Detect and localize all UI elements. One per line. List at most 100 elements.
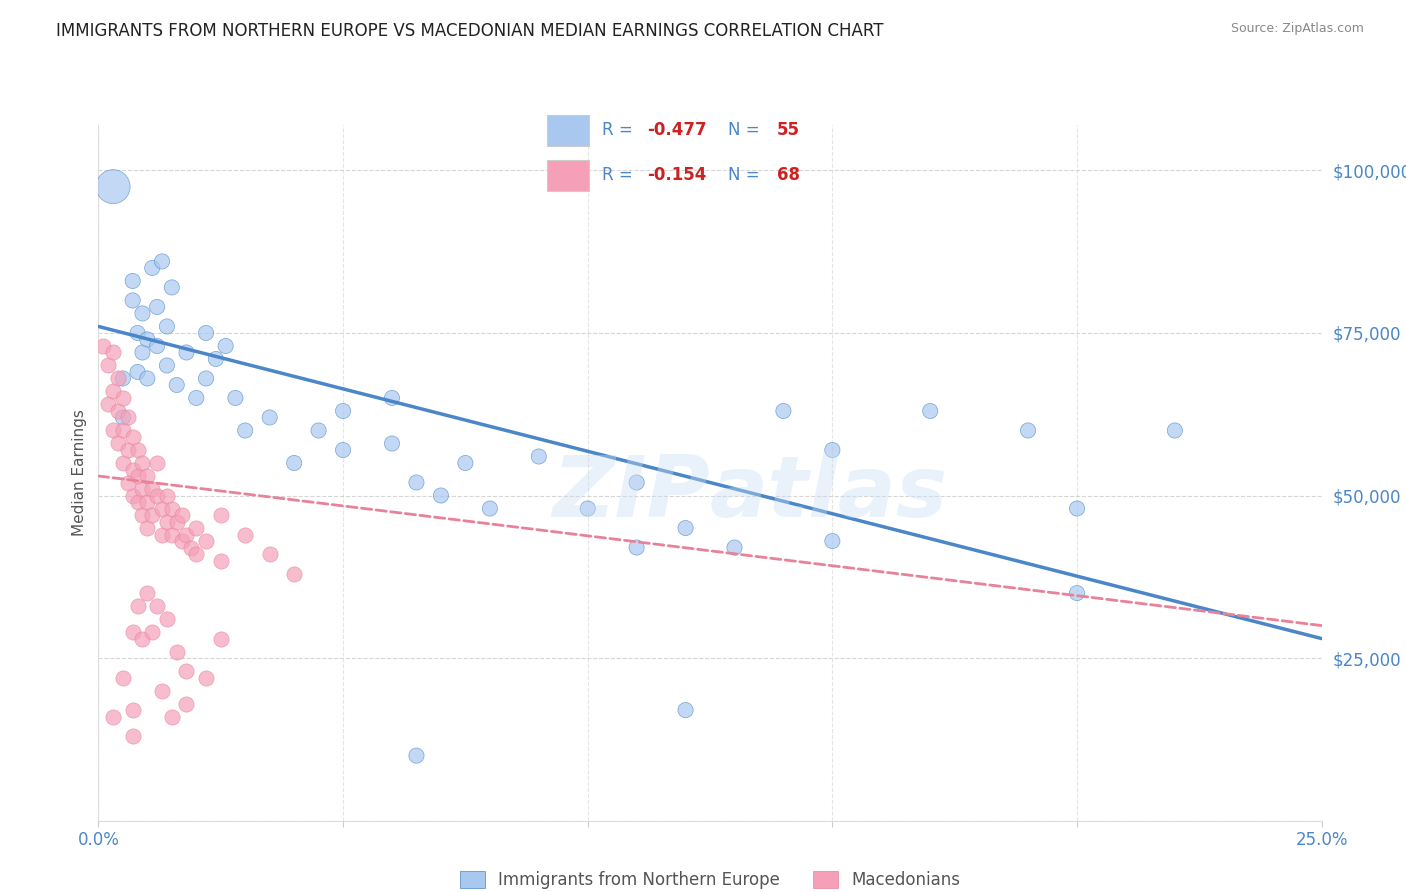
Point — [195, 326, 218, 340]
Point — [405, 475, 427, 490]
Point — [146, 599, 169, 613]
Point — [626, 475, 648, 490]
Point — [121, 274, 143, 288]
Point — [127, 495, 149, 509]
Point — [150, 683, 173, 698]
Text: 55: 55 — [776, 121, 800, 139]
Point — [111, 371, 134, 385]
Point — [121, 430, 143, 444]
Point — [209, 632, 232, 646]
Point — [121, 625, 143, 640]
Point — [166, 644, 188, 658]
Text: 68: 68 — [776, 167, 800, 185]
Point — [224, 391, 246, 405]
Text: N =: N = — [728, 167, 765, 185]
Point — [97, 397, 120, 411]
Point — [136, 371, 159, 385]
Point — [332, 442, 354, 457]
Point — [176, 527, 198, 541]
Point — [136, 521, 159, 535]
Point — [166, 378, 188, 392]
Point — [723, 541, 745, 555]
Point — [146, 339, 169, 353]
Point — [131, 632, 153, 646]
Text: ZIP: ZIP — [553, 452, 710, 535]
Text: Source: ZipAtlas.com: Source: ZipAtlas.com — [1230, 22, 1364, 36]
Point — [233, 527, 256, 541]
Point — [101, 179, 124, 194]
Point — [176, 345, 198, 359]
Point — [675, 521, 697, 535]
Point — [332, 404, 354, 418]
Point — [156, 612, 179, 626]
Point — [186, 521, 208, 535]
Point — [195, 671, 218, 685]
Point — [259, 547, 281, 561]
Y-axis label: Median Earnings: Median Earnings — [72, 409, 87, 536]
Point — [381, 436, 404, 450]
Point — [107, 436, 129, 450]
Point — [1164, 424, 1187, 438]
Point — [381, 391, 404, 405]
Point — [107, 371, 129, 385]
Point — [131, 508, 153, 522]
Point — [160, 709, 183, 723]
Point — [283, 456, 305, 470]
Point — [141, 482, 163, 496]
Point — [146, 489, 169, 503]
Point — [136, 586, 159, 600]
Point — [121, 462, 143, 476]
Point — [117, 410, 139, 425]
Point — [146, 300, 169, 314]
Text: -0.154: -0.154 — [647, 167, 707, 185]
Point — [136, 469, 159, 483]
Point — [176, 697, 198, 711]
Point — [111, 671, 134, 685]
Point — [478, 501, 501, 516]
Point — [186, 547, 208, 561]
Point — [127, 469, 149, 483]
Point — [160, 280, 183, 294]
Point — [91, 339, 114, 353]
Point — [195, 534, 218, 549]
Point — [675, 703, 697, 717]
Point — [121, 293, 143, 308]
Point — [454, 456, 477, 470]
Text: atlas: atlas — [710, 452, 948, 535]
Point — [156, 319, 179, 334]
Point — [117, 442, 139, 457]
Point — [160, 501, 183, 516]
Point — [111, 424, 134, 438]
Point — [156, 489, 179, 503]
Point — [283, 566, 305, 581]
Point — [821, 534, 844, 549]
Text: IMMIGRANTS FROM NORTHERN EUROPE VS MACEDONIAN MEDIAN EARNINGS CORRELATION CHART: IMMIGRANTS FROM NORTHERN EUROPE VS MACED… — [56, 22, 884, 40]
Text: N =: N = — [728, 121, 765, 139]
Point — [156, 359, 179, 373]
Point — [1017, 424, 1039, 438]
Text: R =: R = — [602, 121, 638, 139]
Point — [626, 541, 648, 555]
Point — [141, 508, 163, 522]
Point — [170, 534, 193, 549]
Point — [920, 404, 942, 418]
Point — [117, 475, 139, 490]
Point — [1066, 501, 1088, 516]
Point — [430, 489, 453, 503]
Point — [308, 424, 330, 438]
Point — [209, 508, 232, 522]
Point — [111, 456, 134, 470]
Point — [821, 442, 844, 457]
Point — [146, 456, 169, 470]
Point — [156, 515, 179, 529]
Point — [121, 489, 143, 503]
Point — [131, 306, 153, 320]
Point — [195, 371, 218, 385]
Point — [141, 260, 163, 275]
Point — [576, 501, 599, 516]
Point — [527, 450, 550, 464]
Point — [127, 442, 149, 457]
Point — [97, 359, 120, 373]
Point — [772, 404, 794, 418]
Point — [127, 365, 149, 379]
